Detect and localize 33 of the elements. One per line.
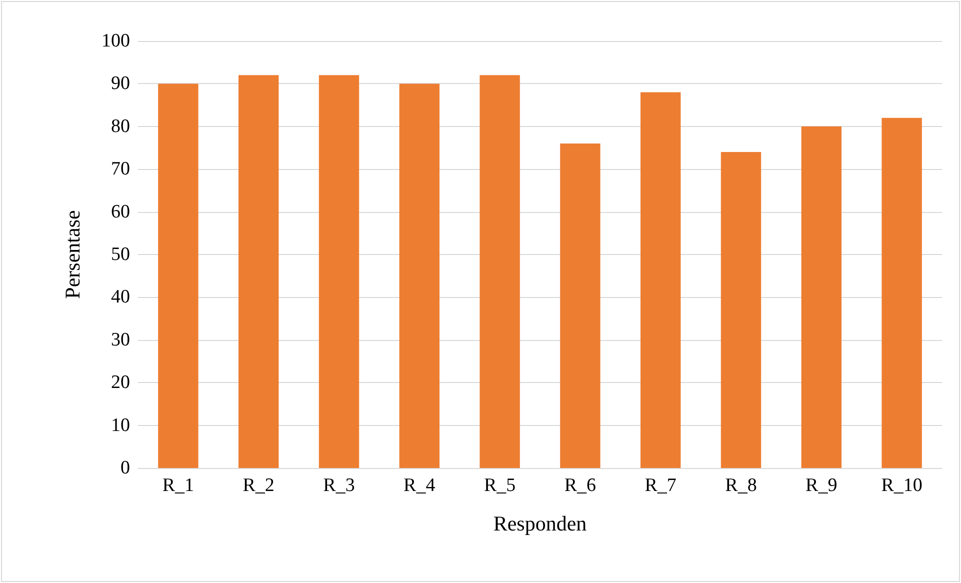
bar [801, 126, 842, 468]
y-tick-label: 90 [111, 73, 130, 94]
y-tick-label: 60 [111, 201, 130, 222]
y-tick-label: 40 [111, 286, 130, 308]
bar [318, 75, 360, 468]
bar [560, 143, 600, 468]
x-axis-title: Responden [493, 512, 588, 536]
x-tick-label: R_5 [484, 475, 516, 496]
y-tick-label: 30 [111, 329, 130, 350]
x-tick-label: R_9 [806, 475, 838, 496]
y-tick-label: 20 [111, 372, 130, 394]
x-tick-label: R_8 [725, 475, 757, 496]
bar [238, 75, 279, 468]
y-tick-label: 0 [120, 458, 130, 478]
bar [882, 118, 922, 468]
x-tick-label: R_6 [564, 475, 596, 496]
bar [720, 152, 762, 468]
x-tick-label: R_2 [242, 475, 274, 496]
y-tick-label: 50 [111, 244, 130, 265]
y-tick-label: 100 [102, 30, 130, 52]
x-tick-label: R_3 [323, 475, 355, 496]
bar [640, 92, 681, 468]
y-axis-title: Persentase [60, 210, 84, 299]
y-tick-label: 80 [111, 116, 130, 137]
bar [158, 84, 198, 468]
bar [480, 75, 520, 468]
x-tick-label: R_7 [644, 475, 676, 496]
y-tick-label: 70 [111, 158, 130, 180]
y-tick-label: 10 [111, 414, 130, 436]
x-tick-label: R_1 [162, 475, 194, 496]
bar [399, 84, 440, 468]
x-tick-label: R_10 [881, 475, 922, 496]
x-tick-label: R_4 [404, 475, 436, 496]
